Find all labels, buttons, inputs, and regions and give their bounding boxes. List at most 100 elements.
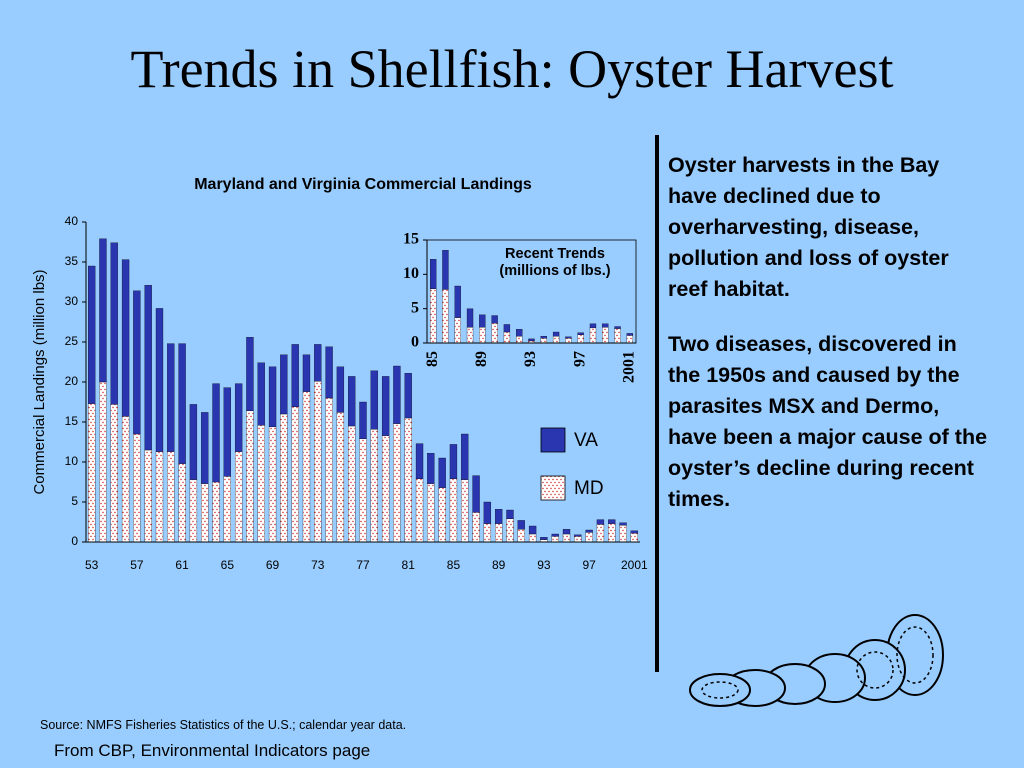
bar-segment <box>503 331 511 344</box>
bar-segment <box>325 397 333 543</box>
bar-segment <box>427 483 435 543</box>
bar-segment <box>528 525 537 535</box>
bar-segment <box>602 323 609 328</box>
bar-segment <box>626 333 634 336</box>
bar-segment <box>551 536 559 543</box>
bar-segment <box>589 327 597 344</box>
bar-segment <box>540 335 547 339</box>
y-tick-label: 5 <box>411 299 419 316</box>
bar-segment <box>348 376 356 427</box>
bar-segment <box>517 520 525 530</box>
bar-segment <box>614 326 621 329</box>
y-tick-label: 35 <box>65 254 79 268</box>
bar-segment <box>99 238 107 383</box>
bar-segment <box>466 308 474 328</box>
bar-segment <box>110 404 118 543</box>
bar-segment <box>88 403 96 543</box>
bar-segment <box>336 366 345 413</box>
bar-segment <box>314 381 322 543</box>
slide-title: Trends in Shellfish: Oyster Harvest <box>130 39 894 99</box>
bar-segment <box>528 533 537 543</box>
bar-segment <box>495 509 503 524</box>
inset-title: Recent Trends (millions of lbs.) <box>499 246 610 279</box>
x-tick-label: 85 <box>447 558 461 572</box>
bar-segment <box>516 329 523 337</box>
bar-segment <box>427 453 435 484</box>
legend-label: VA <box>574 430 598 451</box>
bar-segment <box>223 387 231 477</box>
paragraph: Oyster harvests in the Bay have declined… <box>668 153 949 301</box>
bar-segment <box>506 509 514 519</box>
bar-segment <box>630 530 638 534</box>
bar-segment <box>565 336 572 339</box>
x-tick-label: 73 <box>311 558 325 572</box>
bar-segment <box>144 285 152 451</box>
bar-segment <box>99 381 107 543</box>
bar-segment <box>155 308 164 452</box>
divider <box>655 135 659 672</box>
bar-segment <box>585 532 593 543</box>
bar-segment <box>562 533 571 543</box>
bar-segment <box>201 412 209 484</box>
y-tick-label: 20 <box>65 374 79 388</box>
y-tick-label: 10 <box>65 454 79 468</box>
bar-segment <box>608 519 616 524</box>
bar-segment <box>589 323 597 329</box>
bar-segment <box>483 523 492 543</box>
bar-segment <box>491 315 498 324</box>
bar-segment <box>626 335 634 344</box>
bar-segment <box>608 523 616 543</box>
bar-segment <box>201 483 209 543</box>
bar-segment <box>585 529 593 533</box>
y-tick-label: 0 <box>71 534 78 548</box>
bar-segment <box>234 383 243 452</box>
bar-segment <box>565 338 572 344</box>
bar-segment <box>359 401 367 439</box>
bar-segment <box>133 433 141 543</box>
bar-segment <box>596 524 605 543</box>
bar-segment <box>121 259 130 417</box>
bar-segment <box>516 335 523 344</box>
bar-segment <box>551 533 559 537</box>
y-tick-label: 15 <box>65 414 79 428</box>
bar-segment <box>110 242 118 405</box>
bar-segment <box>429 259 437 289</box>
bar-segment <box>479 327 486 344</box>
bar-segment <box>144 449 152 543</box>
bar-segment <box>449 478 458 543</box>
y-tick-label: 10 <box>403 265 419 282</box>
x-tick-label: 85 <box>424 351 441 367</box>
bar-segment <box>479 314 486 328</box>
legend-swatch <box>540 427 566 453</box>
bar-segment <box>461 433 469 480</box>
bar-segment <box>381 376 390 436</box>
bar-segment <box>291 406 299 543</box>
bar-segment <box>602 327 609 344</box>
x-tick-label: 93 <box>537 558 551 572</box>
bar-segment <box>336 412 345 543</box>
bar-segment <box>246 410 254 543</box>
x-tick-label: 57 <box>130 558 144 572</box>
bar-segment <box>442 289 449 344</box>
bar-segment <box>438 487 446 543</box>
bar-segment <box>348 425 356 543</box>
bar-segment <box>404 417 412 543</box>
bar-segment <box>472 512 480 543</box>
bar-segment <box>291 344 299 407</box>
bar-segment <box>88 265 96 404</box>
bar-segment <box>167 451 175 543</box>
bar-segment <box>370 370 378 430</box>
bar-segment <box>393 365 401 424</box>
bar-segment <box>454 285 461 318</box>
bar-segment <box>562 529 571 535</box>
oyster-illustration <box>689 614 944 707</box>
x-tick-label: 53 <box>85 558 99 572</box>
bar-segment <box>540 537 548 540</box>
bar-segment <box>614 328 621 344</box>
bar-segment <box>619 522 627 526</box>
bar-segment <box>517 529 525 543</box>
bar-segment <box>552 335 560 344</box>
bar-segment <box>393 423 401 543</box>
bar-segment <box>257 362 265 426</box>
